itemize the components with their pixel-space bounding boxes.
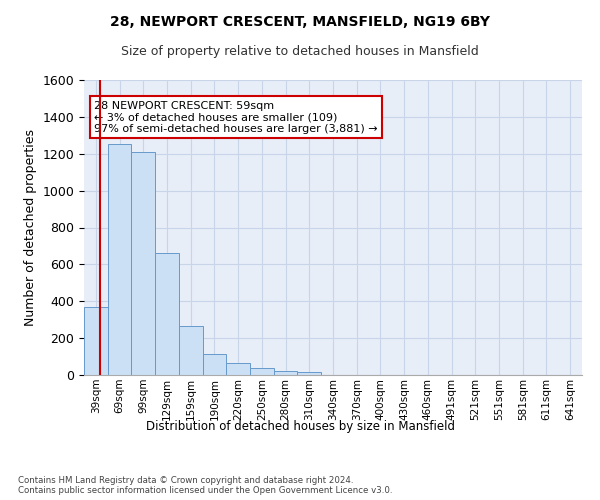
Text: Distribution of detached houses by size in Mansfield: Distribution of detached houses by size … — [146, 420, 455, 433]
Bar — [203, 354, 226, 375]
Text: 28 NEWPORT CRESCENT: 59sqm
← 3% of detached houses are smaller (109)
97% of semi: 28 NEWPORT CRESCENT: 59sqm ← 3% of detac… — [94, 100, 377, 134]
Bar — [226, 363, 250, 375]
Bar — [179, 326, 203, 375]
Bar — [108, 144, 131, 375]
Bar — [298, 372, 321, 375]
Bar — [131, 152, 155, 375]
Y-axis label: Number of detached properties: Number of detached properties — [24, 129, 37, 326]
Text: Size of property relative to detached houses in Mansfield: Size of property relative to detached ho… — [121, 45, 479, 58]
Text: Contains HM Land Registry data © Crown copyright and database right 2024.
Contai: Contains HM Land Registry data © Crown c… — [18, 476, 392, 495]
Bar — [250, 368, 274, 375]
Bar — [274, 372, 298, 375]
Bar — [155, 254, 179, 375]
Text: 28, NEWPORT CRESCENT, MANSFIELD, NG19 6BY: 28, NEWPORT CRESCENT, MANSFIELD, NG19 6B… — [110, 15, 490, 29]
Bar — [84, 307, 108, 375]
